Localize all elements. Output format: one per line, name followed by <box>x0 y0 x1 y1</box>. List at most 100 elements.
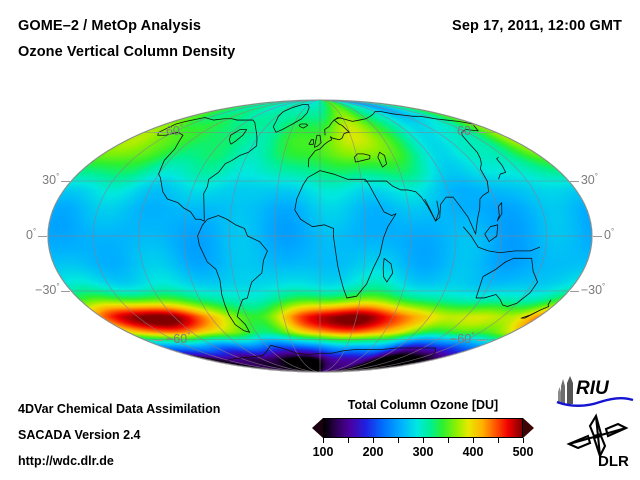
graticule-meridian <box>93 99 304 373</box>
latitude-label-right: −60° <box>450 331 474 346</box>
latitude-value: −30 <box>35 283 57 298</box>
coastline-path <box>272 104 310 133</box>
latitude-value: 30 <box>42 173 57 188</box>
colorbar-tick-label: 500 <box>512 445 534 459</box>
colorbar-tick-label: 200 <box>362 445 384 459</box>
colorbar-tick <box>323 438 324 443</box>
latitude-tick <box>61 290 71 292</box>
latitude-tick <box>61 181 71 183</box>
coastline-path <box>197 215 268 333</box>
colorbar-tick <box>348 438 349 443</box>
latitude-value: 30 <box>580 173 595 188</box>
colorbar-extend-low-arrow <box>312 418 323 438</box>
ozone-map: 60° 60° 30° 30° 0° 0° −30° −30° −60° −60° <box>0 78 640 378</box>
map-outline <box>47 99 593 373</box>
coastline-path <box>313 134 322 148</box>
colorbar-bar <box>312 418 534 438</box>
degree-symbol: ° <box>179 123 184 133</box>
coastline-path <box>484 224 499 242</box>
riu-logo: RIU <box>556 376 634 407</box>
colorbar-tick-labels: 100 200 300 400 500 <box>312 445 534 463</box>
dlr-logo-text: DLR <box>598 453 629 468</box>
latitude-label-right: −30° <box>581 282 605 297</box>
degree-symbol: ° <box>56 281 60 291</box>
degree-symbol: ° <box>32 227 37 236</box>
latitude-value: 0 <box>604 228 611 243</box>
colorbar-tick <box>423 438 424 443</box>
degree-symbol: ° <box>610 227 615 236</box>
graticule-meridian <box>336 99 547 373</box>
latitude-value: 60 <box>165 124 180 139</box>
graticule-meridian <box>228 99 314 373</box>
latitude-tick <box>593 236 602 237</box>
coastline-path <box>294 170 397 299</box>
latitude-label-left: 30° <box>42 172 59 187</box>
colorbar-gradient <box>323 418 523 438</box>
coastline-path <box>308 139 314 145</box>
coastline-path <box>462 226 541 254</box>
footer-line-version: SACADA Version 2.4 <box>18 428 141 442</box>
latitude-label-right: 30° <box>581 172 598 187</box>
map-canvas <box>0 78 640 378</box>
colorbar-tick <box>473 438 474 443</box>
timestamp-label: Sep 17, 2011, 12:00 GMT <box>452 18 622 34</box>
page-subtitle: Ozone Vertical Column Density <box>18 44 236 60</box>
latitude-value: −60 <box>450 331 472 346</box>
coastline-path <box>496 156 506 180</box>
graticule-meridian <box>326 99 412 373</box>
dlr-logo: DLR <box>566 413 629 468</box>
coastline-path <box>424 198 440 222</box>
coastline-path <box>382 257 394 283</box>
coastline-path <box>354 153 371 163</box>
coastline-path <box>228 129 248 145</box>
latitude-label-right: 0° <box>604 227 614 242</box>
latitude-tick <box>38 236 47 237</box>
footer-line-url: http://wdc.dlr.de <box>18 454 114 468</box>
colorbar-tick-label: 300 <box>412 445 434 459</box>
coastlines <box>157 104 552 363</box>
page-title: GOME–2 / MetOp Analysis <box>18 18 202 34</box>
graticule-meridian <box>329 99 457 373</box>
colorbar-tick-label: 100 <box>312 445 334 459</box>
coastline-path <box>496 202 503 222</box>
latitude-label-right: 60° <box>457 123 474 138</box>
degree-symbol: ° <box>471 330 475 340</box>
latitude-tick <box>153 132 163 134</box>
colorbar-tick <box>448 438 449 443</box>
latitude-label-left: −30° <box>35 282 59 297</box>
graticule-meridian <box>138 99 308 373</box>
degree-symbol: ° <box>187 330 191 340</box>
latitude-tick <box>153 339 163 341</box>
footer-line-assimilation: 4DVar Chemical Data Assimilation <box>18 402 221 416</box>
latitude-tick <box>569 181 579 183</box>
colorbar-tick <box>498 438 499 443</box>
colorbar-tick <box>398 438 399 443</box>
degree-symbol: ° <box>594 172 598 182</box>
latitude-tick <box>569 290 579 292</box>
graticule-meridian <box>332 99 502 373</box>
coastline-path <box>324 117 341 136</box>
coastline-path <box>377 151 387 168</box>
degree-symbol: ° <box>602 281 606 291</box>
coastline-path <box>520 299 552 319</box>
latitude-tick <box>477 132 487 134</box>
coastline-path <box>475 257 538 307</box>
graticule-meridian <box>323 100 366 372</box>
latitude-value: 60 <box>457 124 471 139</box>
latitude-value: −30 <box>580 283 603 298</box>
colorbar-tick <box>523 438 524 443</box>
coastline-path <box>157 117 258 222</box>
graticule-meridian <box>183 99 311 373</box>
coastline-path <box>190 344 437 363</box>
colorbar-extend-high-arrow <box>523 418 534 438</box>
degree-symbol: ° <box>56 172 60 182</box>
latitude-value: −60 <box>165 331 188 346</box>
colorbar-ticks <box>312 438 534 444</box>
latitude-label-left: 60° <box>166 123 183 138</box>
riu-logo-text: RIU <box>576 378 610 399</box>
latitude-label-left: 0° <box>26 227 36 242</box>
colorbar-title: Total Column Ozone [DU] <box>347 398 499 412</box>
coastline-path <box>364 125 490 235</box>
colorbar: Total Column Ozone [DU] 100 200 300 400 500 <box>312 398 534 463</box>
latitude-tick <box>477 339 487 341</box>
